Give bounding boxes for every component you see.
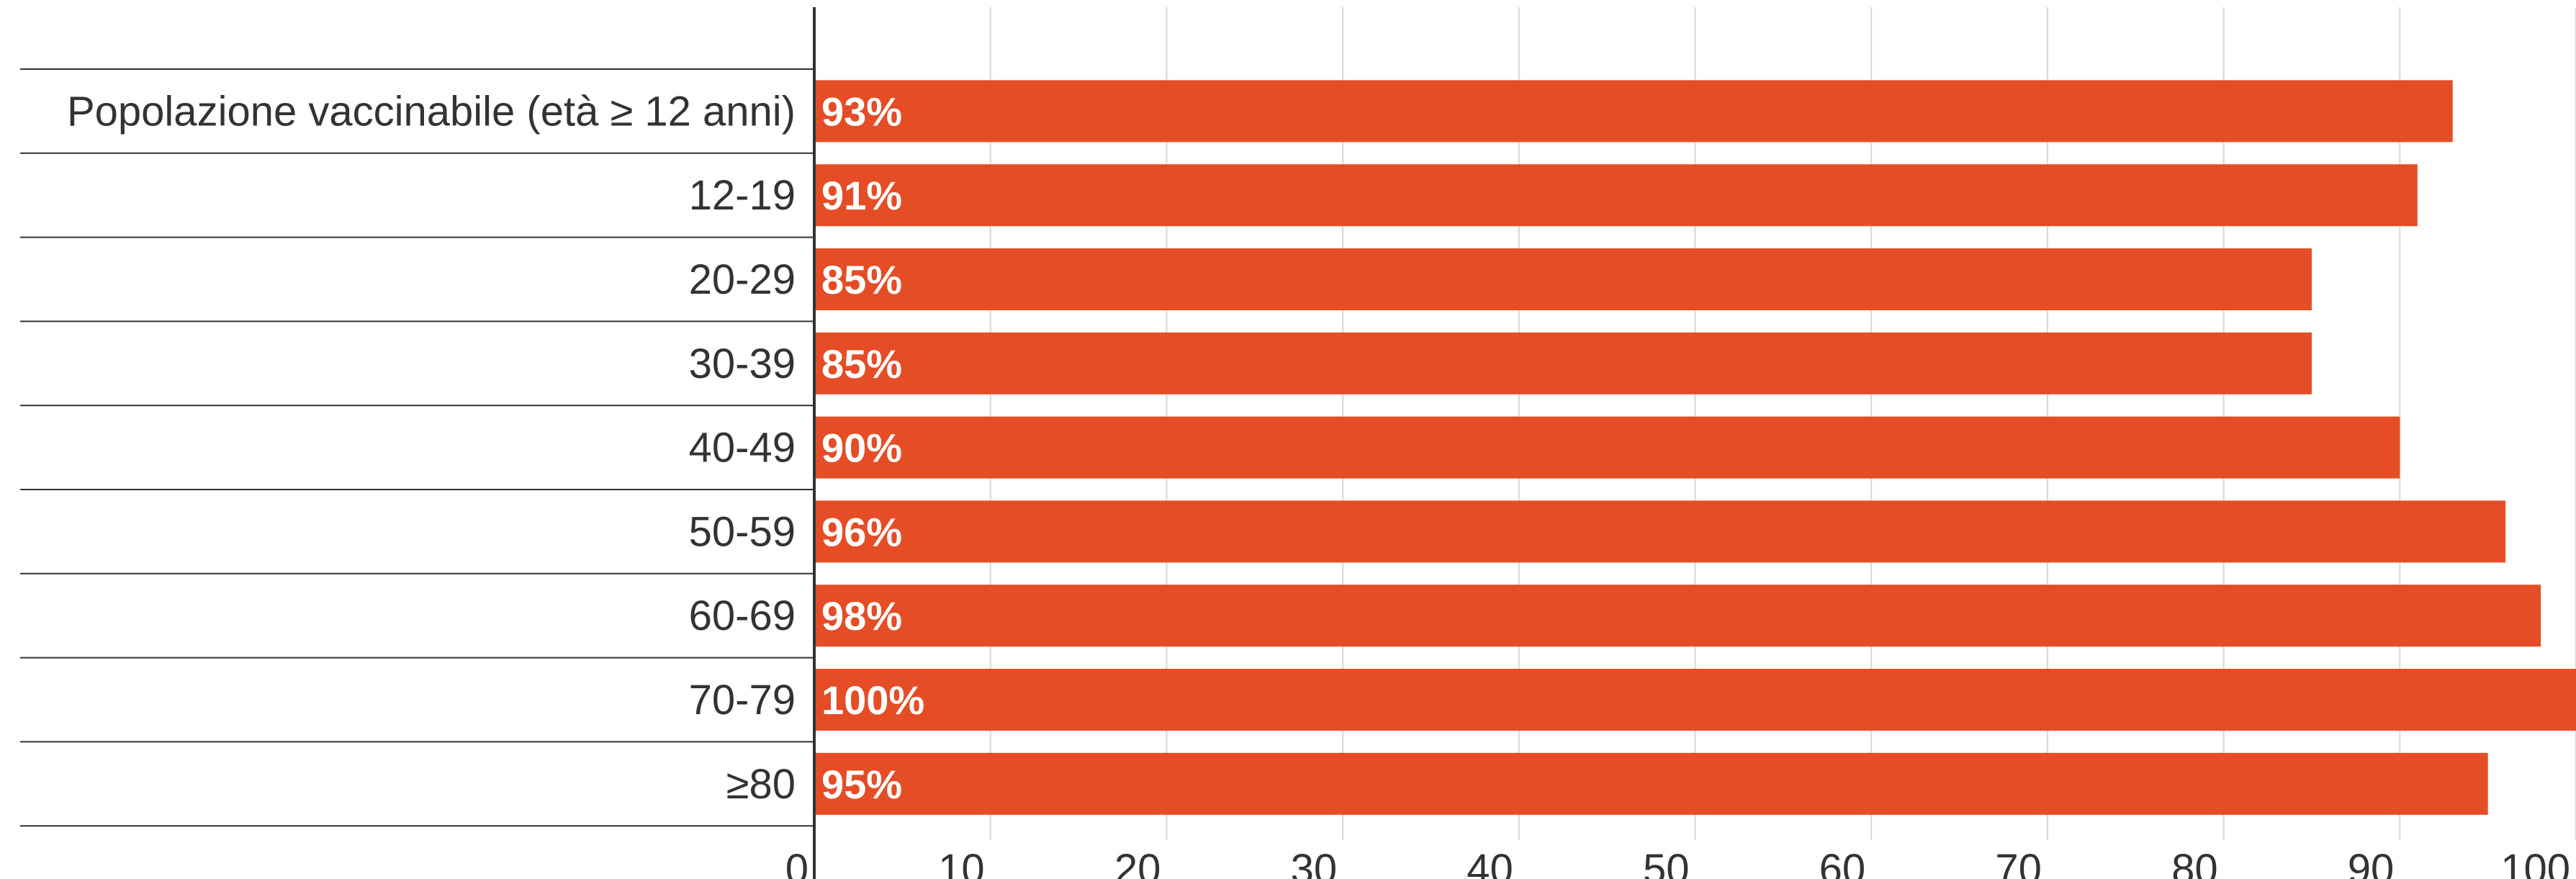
bar-data-label: 96% (821, 509, 902, 554)
x-tick-label: 70 (1995, 846, 2042, 879)
x-tick-label: 0 (785, 846, 809, 879)
bar-9 (814, 752, 2488, 815)
x-tick-label: 90 (2348, 846, 2395, 879)
category-label: 40-49 (689, 425, 796, 472)
bar-5 (814, 416, 2400, 479)
category-label: 50-59 (689, 508, 796, 555)
bar-3 (814, 248, 2312, 310)
category-label: 30-39 (689, 341, 796, 387)
category-label: Popolazione vaccinabile (età ≥ 12 anni) (67, 88, 796, 135)
category-label: 20-29 (689, 256, 796, 303)
bar-data-label: 85% (821, 257, 902, 302)
bar-data-label: 90% (821, 425, 902, 471)
bar-7 (814, 585, 2541, 647)
x-tick-labels: 0 10 20 30 40 50 60 70 80 90 100 (785, 846, 2570, 879)
x-tick-label: 100 (2500, 846, 2570, 879)
bar-data-label: 95% (821, 762, 902, 807)
x-tick-label: 60 (1819, 846, 1866, 879)
bar-data-label: 98% (821, 593, 902, 639)
x-tick-label: 10 (938, 846, 985, 879)
bar-4 (814, 332, 2312, 395)
row-separators (20, 68, 814, 827)
x-tick-label: 30 (1291, 846, 1338, 879)
bar-data-label: 85% (821, 341, 902, 387)
category-label: 60-69 (689, 592, 796, 639)
bar-1 (814, 80, 2453, 143)
x-tick-label: 40 (1467, 846, 1513, 879)
category-labels: Popolazione vaccinabile (età ≥ 12 anni) 1… (67, 88, 796, 807)
bar-data-label: 91% (821, 173, 902, 218)
bar-data-label: 93% (821, 89, 902, 134)
x-tick-label: 80 (2171, 846, 2218, 879)
x-tick-label: 50 (1643, 846, 1690, 879)
bar-data-label: 100% (821, 677, 924, 723)
bar-8 (814, 669, 2576, 731)
category-label: 70-79 (689, 677, 796, 724)
bar-2 (814, 164, 2418, 227)
bars: 93% 91% 85% 85% 90% 96% 98% 100% 95% (814, 80, 2576, 815)
category-label: ≥80 (726, 761, 796, 808)
x-tick-label: 20 (1114, 846, 1161, 879)
bar-6 (814, 500, 2506, 563)
category-label: 12-19 (689, 172, 796, 219)
